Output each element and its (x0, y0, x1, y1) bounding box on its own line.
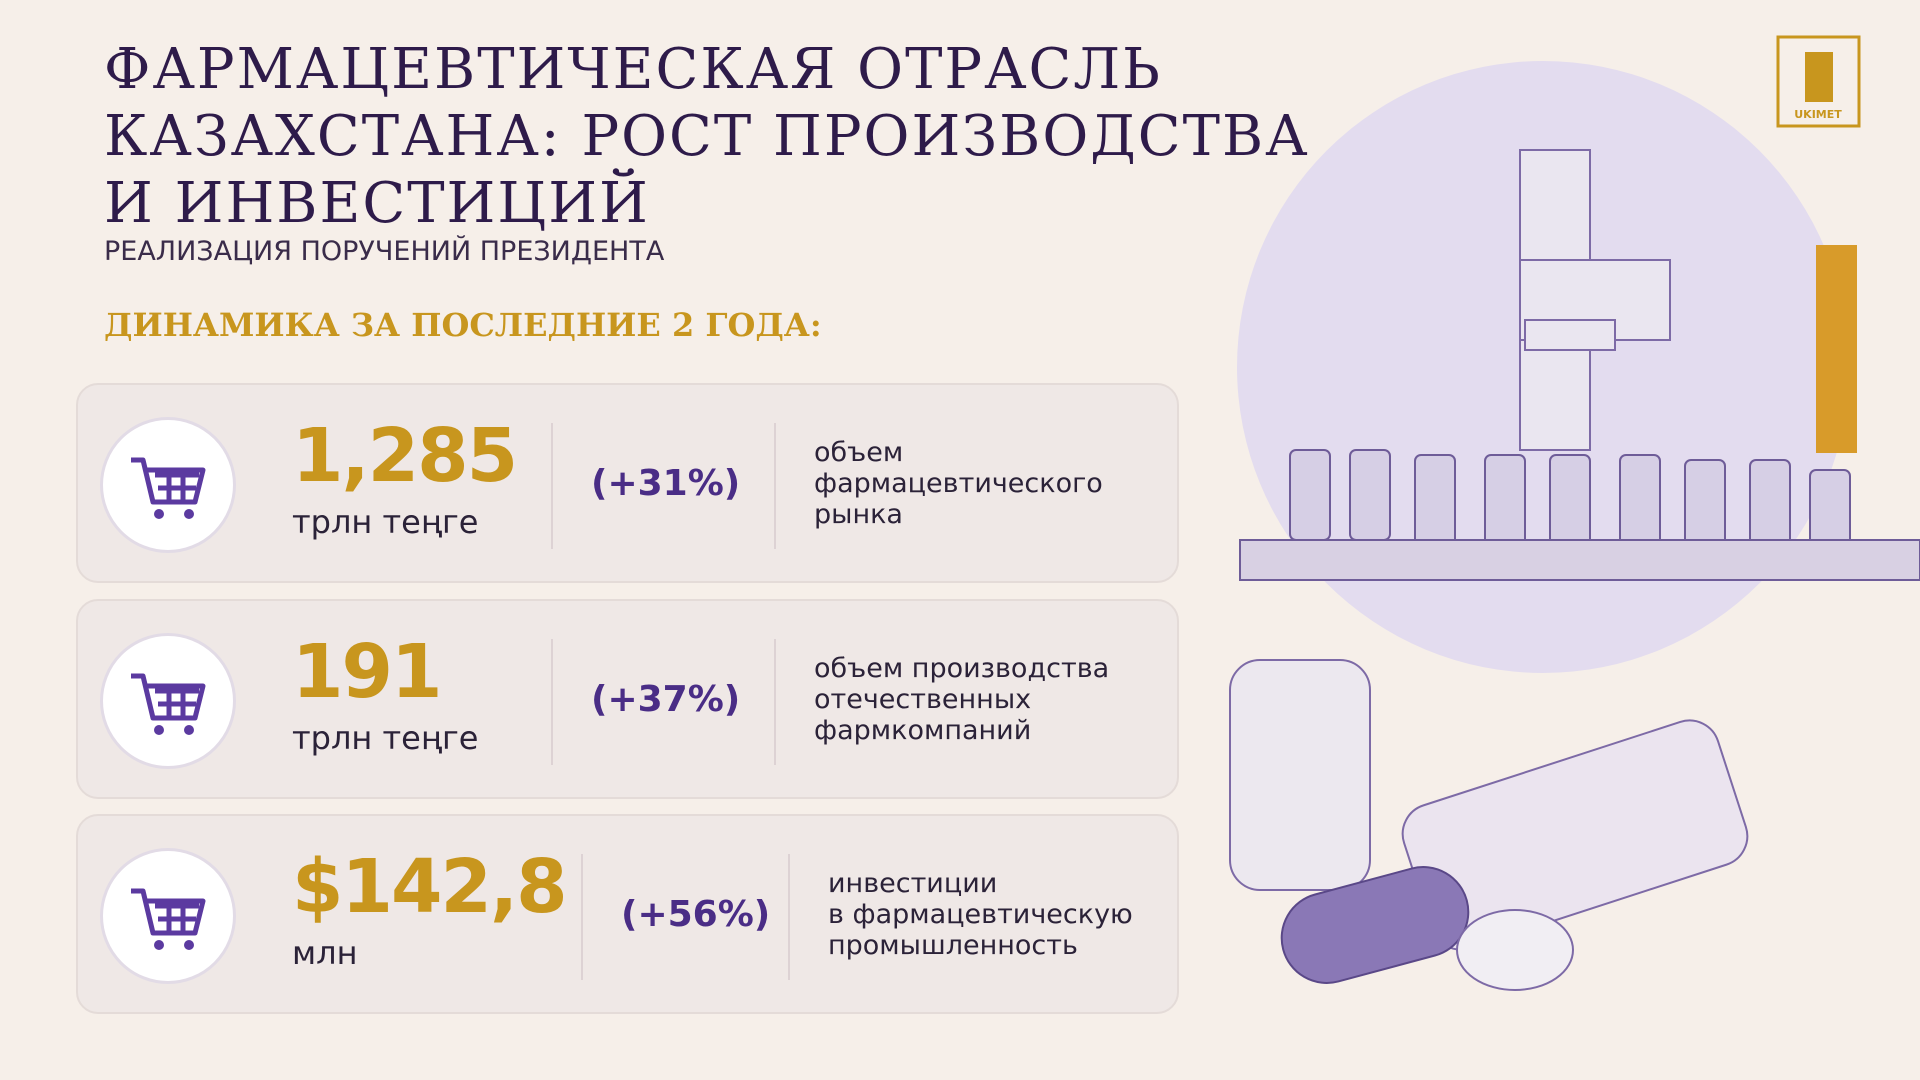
description-line: инвестиции (828, 868, 998, 899)
gold-bar (1816, 245, 1857, 453)
description-line: отечественных (814, 684, 1032, 715)
stat-change: (+56%) (621, 894, 771, 935)
divider (581, 854, 583, 980)
description-line: в фармацевтическую (828, 899, 1133, 930)
title-line: ФАРМАЦЕВТИЧЕСКАЯ ОТРАСЛЬ (104, 37, 1162, 102)
description-line: рынка (814, 499, 903, 530)
divider (551, 639, 553, 765)
stat-description: объем фармацевтического рынка (814, 437, 1103, 530)
divider (774, 423, 776, 549)
vials (1289, 449, 1851, 561)
tablet (1456, 909, 1574, 991)
title-line: И ИНВЕСТИЦИЙ (104, 171, 650, 236)
cart-glyph (131, 673, 206, 735)
cart-glyph (131, 888, 206, 950)
description-line: фармкомпаний (814, 715, 1032, 746)
stat-card: 1,285 трлн теңге (+31%) объем фармацевтическ… (76, 383, 1179, 583)
stat-value: $142,8 (292, 844, 568, 930)
jar (1229, 659, 1371, 891)
capsule (1280, 866, 1470, 984)
divider (788, 854, 790, 980)
stat-unit: трлн теңге (292, 719, 479, 757)
title: ФАРМАЦЕВТИЧЕСКАЯ ОТРАСЛЬ КАЗАХСТАНА: РОСТ… (104, 36, 1310, 237)
divider (551, 423, 553, 549)
title-line: КАЗАХСТАНА: РОСТ ПРОИЗВОДСТВА (104, 104, 1310, 169)
stat-card: $142,8 млн (+56%) инвестиции в фармацевтичес… (76, 814, 1179, 1014)
cart-icon (100, 633, 236, 769)
stat-unit: млн (292, 934, 358, 972)
description-line: фармацевтического (814, 468, 1103, 499)
stat-description: объем производства отечественных фармкомпа… (814, 653, 1109, 746)
machine (1519, 149, 1671, 451)
description-line: объем (814, 437, 904, 468)
stat-change: (+31%) (591, 463, 741, 504)
stat-change: (+37%) (591, 679, 741, 720)
logo-building (1805, 52, 1833, 102)
logo-text: UKIMET (1794, 108, 1842, 121)
description-line: промышленность (828, 930, 1078, 961)
cart-icon (100, 417, 236, 553)
stat-value: 1,285 (292, 413, 518, 499)
stat-card: 191 трлн теңге (+37%) объем производства оте… (76, 599, 1179, 799)
stat-value: 191 (292, 629, 442, 715)
description-line: объем производства (814, 653, 1110, 684)
conveyor (1239, 539, 1920, 581)
stat-unit: трлн теңге (292, 503, 479, 541)
stat-description: инвестиции в фармацевтическую промышленнос… (828, 868, 1133, 961)
divider (774, 639, 776, 765)
subtitle: РЕАЛИЗАЦИЯ ПОРУЧЕНИЙ ПРЕЗИДЕНТА (104, 236, 665, 267)
cart-icon (100, 848, 236, 984)
cart-glyph (131, 457, 206, 519)
illustration: UKIMET (1229, 35, 1920, 991)
section-heading: ДИНАМИКА ЗА ПОСЛЕДНИЕ 2 ГОДА: (104, 306, 822, 344)
